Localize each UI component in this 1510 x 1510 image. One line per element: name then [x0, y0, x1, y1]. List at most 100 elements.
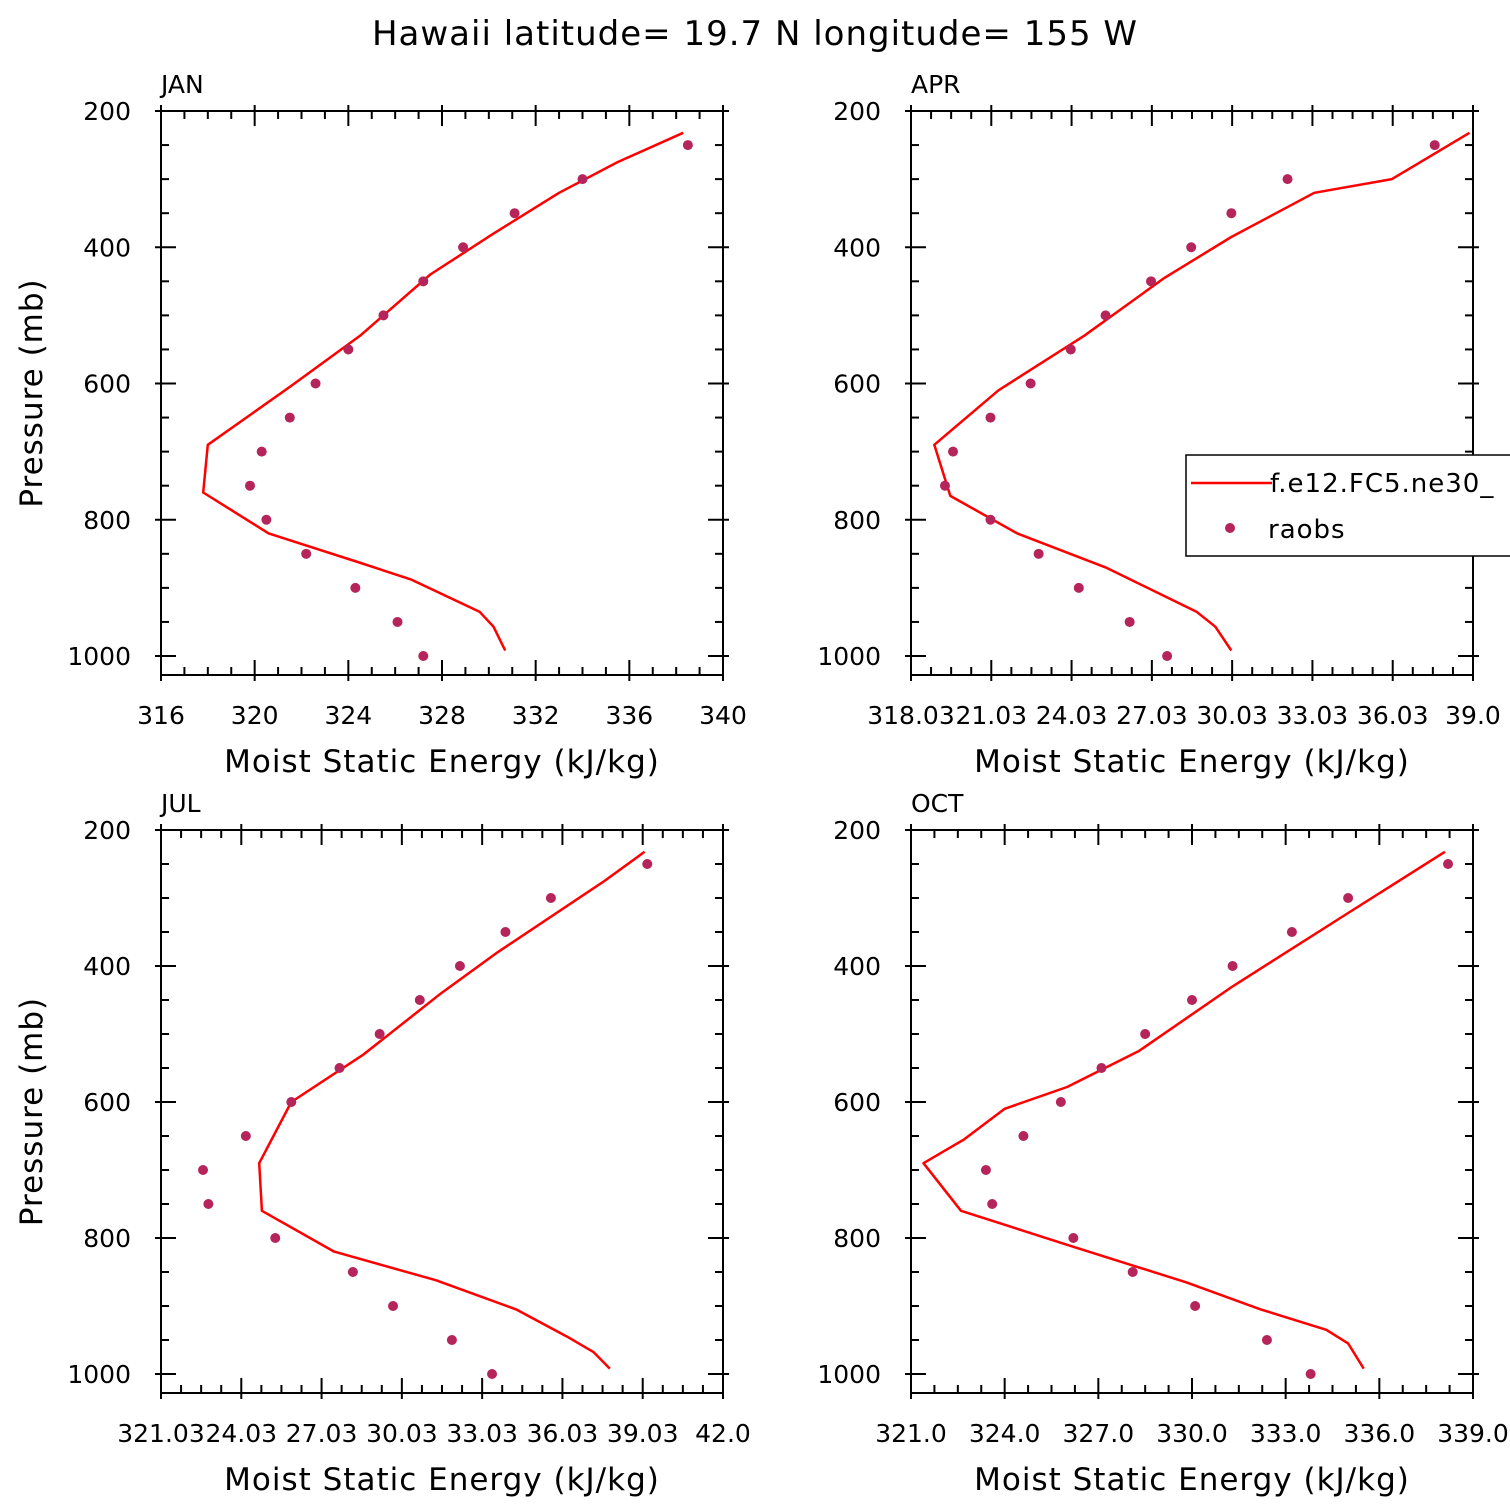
y-tick-label: 600	[833, 370, 881, 399]
raobs-point	[1018, 1131, 1029, 1141]
x-tick-label: 24.03	[1036, 701, 1108, 730]
raobs-point	[198, 1165, 209, 1175]
y-tick-label: 1000	[817, 642, 881, 671]
y-tick-label: 200	[833, 816, 881, 845]
raobs-point	[1162, 651, 1173, 661]
raobs-point	[642, 859, 653, 869]
raobs-point	[1286, 927, 1297, 937]
y-tick-label: 800	[83, 1224, 131, 1253]
y-tick-label: 400	[83, 952, 131, 981]
raobs-point	[454, 961, 465, 971]
y-tick-label: 400	[83, 233, 131, 262]
y-tick-label: 600	[83, 1088, 131, 1117]
panel-apr: APR 200 400 600 800 1000 318.03 21.03 24.03 27.03…	[817, 70, 1500, 780]
y-tick-label: 1000	[67, 1360, 131, 1389]
x-tick-label: 21.03	[955, 701, 1027, 730]
model-line	[201, 131, 684, 652]
legend-marker-swatch	[1225, 523, 1235, 533]
x-tick-label: 339.0	[1437, 1419, 1509, 1448]
y-tick-label: 200	[83, 97, 131, 126]
x-axis-title: Moist Static Energy (kJ/kg)	[974, 744, 1410, 780]
raobs-point	[939, 480, 950, 491]
model-line	[257, 850, 646, 1370]
raobs-point	[334, 1063, 345, 1073]
panel-label: JAN	[159, 70, 204, 99]
raobs-point	[256, 446, 267, 457]
raobs-point	[500, 927, 511, 937]
raobs-point	[1226, 208, 1237, 219]
raobs-point	[1261, 1335, 1272, 1345]
raobs-point	[1190, 1301, 1201, 1311]
raobs-point	[987, 1199, 998, 1209]
panels: JAN 200 400 600 800 1000 316 320 324 328 332 336 340…	[14, 70, 1509, 1498]
x-tick-label: 316	[137, 701, 185, 730]
raobs-point	[682, 140, 693, 151]
raobs-point	[1282, 174, 1293, 185]
raobs-point	[509, 208, 520, 219]
raobs-point	[1100, 310, 1111, 321]
x-tick-label: 39.03	[607, 1419, 679, 1448]
x-tick-label: 320	[231, 701, 279, 730]
raobs-point	[577, 174, 588, 185]
x-tick-label: 321.0	[875, 1419, 947, 1448]
x-tick-label: 332	[512, 701, 560, 730]
x-tick-label: 321.03	[117, 1419, 204, 1448]
y-tick-label: 800	[83, 506, 131, 535]
raobs-point	[350, 582, 361, 593]
raobs-point	[286, 1097, 297, 1107]
x-tick-label: 24.03	[205, 1419, 277, 1448]
x-axis-title: Moist Static Energy (kJ/kg)	[974, 1462, 1410, 1498]
x-tick-label: 27.03	[286, 1419, 358, 1448]
raobs-point	[392, 616, 403, 627]
x-tick-label: 36.03	[527, 1419, 599, 1448]
y-tick-label: 200	[83, 816, 131, 845]
y-tick-label: 600	[833, 1088, 881, 1117]
raobs-point	[270, 1233, 281, 1243]
y-tick-label: 400	[833, 952, 881, 981]
legend-box	[1185, 454, 1510, 557]
plot-frame	[160, 829, 724, 1394]
raobs-point	[446, 1335, 457, 1345]
raobs-point	[1186, 242, 1197, 253]
x-tick-label: 33.03	[446, 1419, 518, 1448]
panel-jul: JUL 200 400 600 800 1000 321.03 24.03 27.03 30.03…	[14, 789, 751, 1498]
raobs-point	[1033, 548, 1044, 559]
raobs-point	[948, 446, 959, 457]
raobs-point	[1096, 1063, 1107, 1073]
figure-title: Hawaii latitude= 19.7 N longitude= 155 W	[372, 14, 1138, 54]
raobs-point	[1429, 140, 1440, 151]
model-line	[933, 131, 1471, 652]
x-tick-label: 330.0	[1156, 1419, 1228, 1448]
y-tick-label: 800	[833, 1224, 881, 1253]
panel-label: APR	[911, 70, 961, 99]
raobs-point	[487, 1369, 498, 1379]
legend-marker-label: raobs	[1268, 515, 1346, 545]
x-tick-label: 42.0	[695, 1419, 751, 1448]
y-tick-label: 400	[833, 233, 881, 262]
x-tick-label: 39.0	[1445, 701, 1501, 730]
raobs-point	[1127, 1267, 1138, 1277]
raobs-point	[244, 480, 255, 491]
raobs-point	[388, 1301, 399, 1311]
x-tick-label: 324.0	[969, 1419, 1041, 1448]
x-tick-label: 27.03	[1116, 701, 1188, 730]
raobs-point	[1343, 893, 1354, 903]
raobs-point	[1068, 1233, 1079, 1243]
y-tick-label: 800	[833, 506, 881, 535]
raobs-point	[985, 514, 996, 525]
panel-oct: OCT 200 400 600 800 1000 321.0 324.0 327.0 330.0 3…	[817, 789, 1508, 1498]
raobs-point	[1146, 276, 1157, 287]
x-axis-title: Moist Static Energy (kJ/kg)	[224, 1462, 660, 1498]
x-tick-label: 36.03	[1357, 701, 1429, 730]
raobs-point	[240, 1131, 251, 1141]
raobs-point	[545, 893, 556, 903]
x-tick-label: 336.0	[1344, 1419, 1416, 1448]
raobs-point	[1073, 582, 1084, 593]
x-tick-label: 30.03	[366, 1419, 438, 1448]
raobs-point	[1025, 378, 1036, 389]
y-axis-title: Pressure (mb)	[14, 997, 50, 1226]
x-axis-title: Moist Static Energy (kJ/kg)	[224, 744, 660, 780]
y-tick-label: 600	[83, 370, 131, 399]
raobs-point	[980, 1165, 991, 1175]
